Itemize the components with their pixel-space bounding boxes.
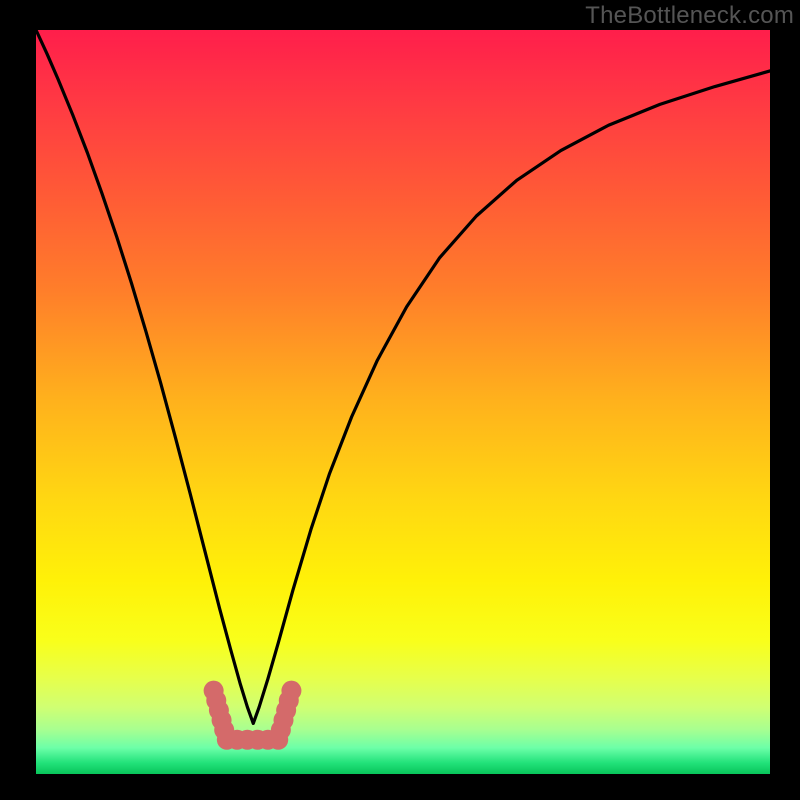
- plot-svg: [36, 30, 770, 774]
- gradient-background: [36, 30, 770, 774]
- marker-dot: [281, 681, 301, 701]
- watermark-text: TheBottleneck.com: [585, 2, 794, 30]
- figure-container: TheBottleneck.com: [0, 0, 800, 800]
- plot-area: [36, 30, 770, 774]
